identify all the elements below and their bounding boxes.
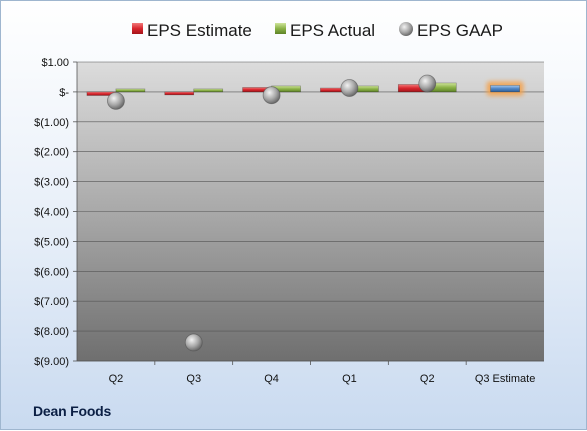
y-tick-label: $(6.00) (34, 266, 69, 278)
y-tick-label: $(3.00) (34, 177, 69, 189)
bar-eps-estimate (164, 91, 195, 96)
x-tick-label: Q3 Estimate (475, 373, 536, 385)
y-tick-label: $(2.00) (34, 147, 69, 159)
x-tick-label: Q1 (342, 373, 357, 385)
point-eps-gaap (418, 74, 437, 93)
y-tick-label: $(8.00) (34, 326, 69, 338)
bar-eps-estimate-upcoming (490, 85, 520, 93)
company-name: Dean Foods (33, 403, 112, 419)
x-axis: Q2 Q3 Q4 Q1 Q2 Q3 Estimate (77, 360, 544, 385)
legend-label-gaap: EPS GAAP (417, 21, 503, 40)
x-tick-label: Q4 (264, 373, 279, 385)
y-tick-label: $- (59, 87, 69, 99)
legend-swatch-estimate (132, 23, 143, 34)
point-eps-gaap (340, 79, 359, 97)
legend-label-estimate: EPS Estimate (147, 21, 252, 40)
legend-swatch-actual (275, 23, 286, 34)
y-tick-label: $(1.00) (34, 117, 69, 129)
y-tick-label: $(9.00) (34, 356, 69, 368)
x-tick-label: Q2 (109, 373, 124, 385)
y-tick-label: $(4.00) (34, 207, 69, 219)
y-tick-label: $1.00 (41, 57, 69, 69)
legend-item-actual: EPS Actual (275, 21, 375, 40)
point-eps-gaap (107, 91, 125, 110)
x-tick-label: Q3 (186, 373, 201, 385)
bar-eps-actual (193, 88, 224, 93)
legend-swatch-gaap (399, 22, 413, 36)
legend-item-gaap: EPS GAAP (399, 21, 503, 40)
y-tick-label: $(7.00) (34, 296, 69, 308)
legend: EPS Estimate EPS Actual EPS GAAP (132, 21, 503, 40)
y-tick-label: $(5.00) (34, 236, 69, 248)
y-axis: $1.00 $- $(1.00) $(2.00) $(3.00) $(4.00) $(5.0… (34, 57, 78, 368)
point-eps-gaap (262, 86, 281, 105)
legend-label-actual: EPS Actual (290, 21, 375, 40)
x-tick-label: Q2 (420, 373, 435, 385)
bar-eps-actual (115, 88, 146, 93)
legend-item-estimate: EPS Estimate (132, 21, 252, 40)
point-eps-gaap (184, 333, 203, 352)
chart-marks (86, 74, 524, 352)
